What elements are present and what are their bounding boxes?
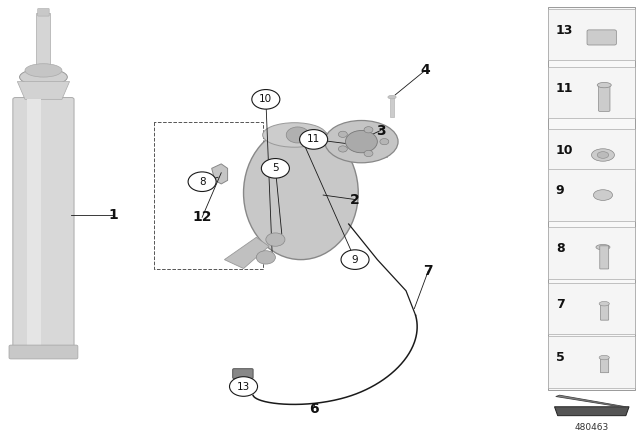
Text: 3: 3 [376, 124, 385, 138]
FancyBboxPatch shape [548, 227, 636, 279]
FancyBboxPatch shape [349, 139, 387, 157]
FancyBboxPatch shape [27, 99, 41, 349]
Circle shape [256, 251, 275, 264]
FancyBboxPatch shape [548, 336, 636, 388]
Ellipse shape [324, 121, 398, 163]
Circle shape [266, 233, 285, 246]
Text: 10: 10 [259, 95, 273, 104]
FancyBboxPatch shape [598, 85, 610, 112]
Circle shape [380, 138, 389, 145]
Text: 9: 9 [556, 184, 564, 197]
Text: 1: 1 [108, 208, 118, 222]
Ellipse shape [593, 190, 612, 200]
Circle shape [286, 127, 309, 143]
FancyBboxPatch shape [600, 358, 609, 373]
Text: 13: 13 [556, 24, 573, 37]
FancyBboxPatch shape [233, 369, 253, 379]
Text: 8: 8 [556, 242, 564, 255]
Ellipse shape [388, 95, 396, 99]
Circle shape [339, 131, 348, 138]
Text: 11: 11 [556, 82, 573, 95]
Text: 480463: 480463 [575, 423, 609, 432]
Circle shape [364, 151, 373, 157]
Text: 11: 11 [307, 134, 320, 144]
Text: 6: 6 [309, 402, 319, 416]
FancyBboxPatch shape [548, 169, 636, 221]
Ellipse shape [591, 149, 614, 161]
FancyBboxPatch shape [38, 9, 49, 16]
Polygon shape [17, 82, 70, 99]
Text: 5: 5 [556, 351, 564, 364]
FancyBboxPatch shape [36, 13, 51, 77]
Ellipse shape [262, 123, 326, 147]
Ellipse shape [597, 152, 609, 158]
Circle shape [364, 127, 373, 133]
Text: 12: 12 [193, 210, 212, 224]
Text: 4: 4 [420, 64, 430, 78]
FancyBboxPatch shape [587, 30, 616, 45]
FancyBboxPatch shape [390, 97, 394, 117]
Ellipse shape [597, 82, 611, 88]
Text: 10: 10 [556, 144, 573, 157]
Circle shape [339, 146, 348, 152]
Circle shape [346, 130, 378, 153]
Circle shape [230, 377, 257, 396]
Text: 9: 9 [352, 254, 358, 265]
FancyBboxPatch shape [548, 7, 636, 390]
Circle shape [341, 250, 369, 269]
FancyBboxPatch shape [9, 345, 78, 359]
Ellipse shape [599, 302, 609, 306]
Ellipse shape [244, 126, 358, 260]
Text: 8: 8 [199, 177, 205, 187]
Text: 7: 7 [556, 297, 564, 310]
FancyBboxPatch shape [548, 129, 636, 181]
Circle shape [252, 90, 280, 109]
FancyBboxPatch shape [548, 9, 636, 60]
Polygon shape [554, 407, 629, 416]
Ellipse shape [25, 64, 62, 77]
Polygon shape [225, 237, 269, 268]
Text: 2: 2 [350, 193, 360, 207]
Circle shape [300, 129, 328, 149]
Text: 13: 13 [237, 382, 250, 392]
Polygon shape [556, 395, 626, 407]
Ellipse shape [599, 355, 609, 360]
FancyBboxPatch shape [548, 283, 636, 334]
Circle shape [261, 159, 289, 178]
Circle shape [188, 172, 216, 191]
Text: 7: 7 [424, 264, 433, 278]
Ellipse shape [596, 245, 610, 250]
FancyBboxPatch shape [548, 67, 636, 118]
Text: 5: 5 [272, 164, 278, 173]
FancyBboxPatch shape [600, 304, 609, 320]
Ellipse shape [20, 69, 67, 86]
FancyBboxPatch shape [13, 98, 74, 350]
FancyBboxPatch shape [600, 246, 609, 269]
Polygon shape [212, 164, 228, 184]
